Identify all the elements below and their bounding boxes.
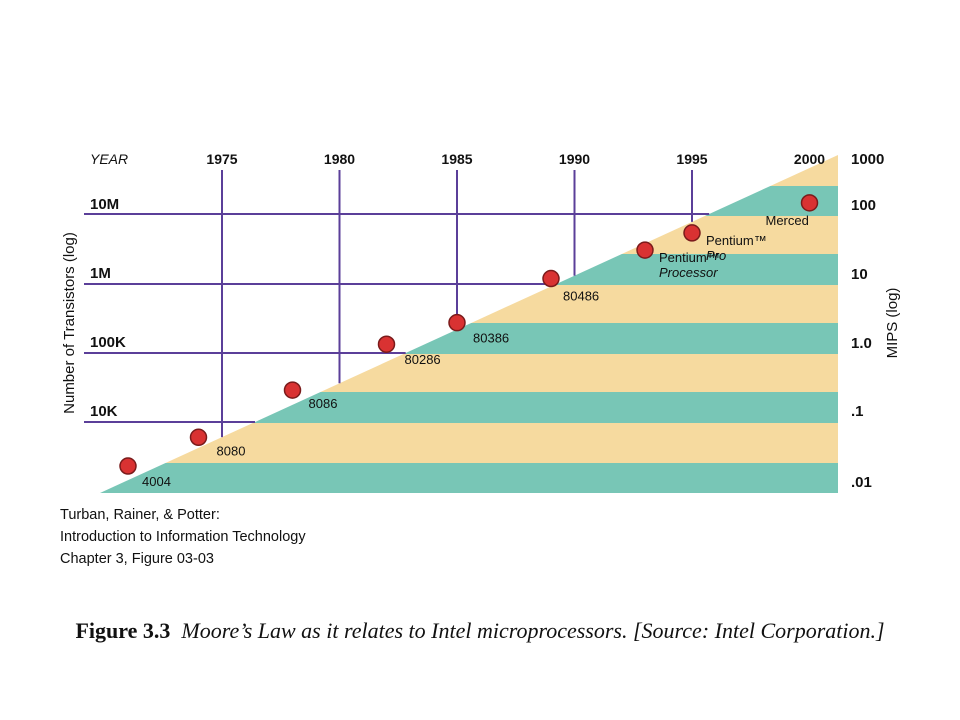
processor-marker: [119, 457, 137, 475]
processor-marker: [636, 241, 654, 259]
processor-points: 400480808086802868038680486Pentium™Proce…: [119, 194, 819, 489]
credit-line-2: Introduction to Information Technology: [60, 529, 306, 545]
year-tick-label: 1990: [559, 151, 590, 167]
year-header: YEAR: [90, 151, 128, 167]
processor-marker: [448, 313, 466, 332]
processor-label: 8080: [217, 443, 246, 458]
caption-label: Figure 3.3: [75, 618, 171, 643]
mips-tick-label: .1: [851, 403, 864, 420]
credit-line-3: Chapter 3, Figure 03-03: [60, 551, 214, 567]
mips-tick-label: 1000: [851, 151, 884, 168]
processor-label: 8086: [309, 396, 338, 411]
mips-band: [621, 216, 838, 254]
processor-marker: [542, 269, 560, 288]
processor-label: 80386: [473, 331, 509, 346]
mips-band: [554, 254, 838, 285]
processor-marker: [800, 194, 819, 212]
mips-band: [252, 392, 839, 423]
processor-marker: [683, 224, 701, 242]
processor-label: 4004: [142, 474, 171, 489]
processor-label: Processor: [659, 265, 718, 280]
mips-band: [770, 155, 838, 186]
processor-label: Pro: [706, 248, 726, 263]
processor-marker: [189, 428, 208, 447]
mips-tick-label: .01: [851, 474, 872, 491]
mips-tick-label: 100: [851, 197, 876, 214]
processor-label: 80286: [405, 352, 441, 367]
mips-band: [320, 354, 839, 392]
year-tick-label: 1975: [206, 151, 237, 167]
mips-band: [403, 323, 838, 354]
mips-tick-label: 10: [851, 266, 868, 283]
processor-label: Pentium™: [659, 250, 720, 265]
credit-line-1: Turban, Rainer, & Potter:: [60, 507, 220, 523]
transistor-axis-label: Number of Transistors (log): [61, 232, 78, 414]
transistor-tick-label: 10K: [90, 403, 118, 420]
processor-label: 80486: [563, 289, 599, 304]
transistor-tick-label: 1M: [90, 265, 111, 282]
transistor-tick-label: 10M: [90, 196, 119, 213]
processor-marker: [283, 381, 302, 399]
mips-axis-label: MIPS (log): [884, 288, 901, 359]
mips-band: [165, 423, 839, 463]
caption-text: Moore’s Law as it relates to Intel micro…: [181, 618, 885, 643]
figure-caption: Figure 3.3 Moore’s Law as it relates to …: [40, 616, 920, 646]
year-transistor-gridlines: [84, 170, 710, 438]
year-tick-label: 1985: [441, 151, 472, 167]
year-tick-label: 1980: [324, 151, 355, 167]
mips-tick-label: 1.0: [851, 335, 872, 352]
processor-marker: [377, 335, 396, 353]
mips-band: [100, 463, 838, 493]
transistor-tick-label: 100K: [90, 334, 126, 351]
mips-bands: [100, 155, 839, 493]
year-tick-label: 1995: [676, 151, 707, 167]
processor-label: Merced: [766, 213, 809, 228]
mips-band: [471, 285, 838, 323]
axis-labels: YEAR 1975 1980 1985 1990 1995 2000 10M 1M 100K 10K…: [61, 151, 901, 491]
processor-label: Pentium™: [706, 233, 767, 248]
year-tick-label: 2000: [794, 151, 825, 167]
